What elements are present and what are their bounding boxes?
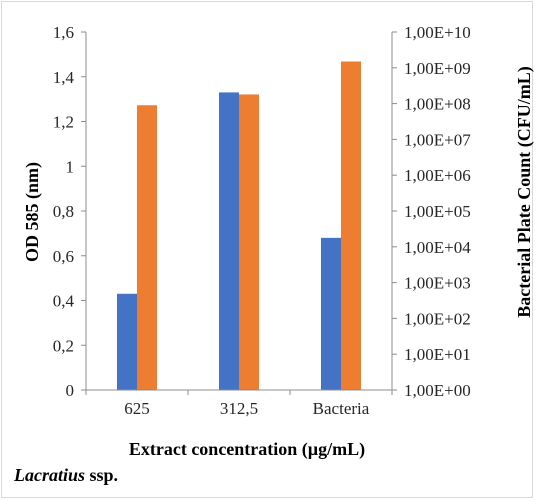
y-axis-title: OD 585 (nm) <box>22 162 43 262</box>
x-axis-title: Extract concentration (µg/mL) <box>129 439 365 460</box>
axes-group <box>81 31 397 395</box>
y-tick-label: 0,6 <box>53 247 74 266</box>
caption-rest: ssp. <box>85 465 119 485</box>
y2-tick-label: 1,00E+02 <box>404 309 471 328</box>
y2-tick-label: 1,00E+01 <box>404 345 471 364</box>
bar-od-2 <box>321 237 341 390</box>
y-tick-label: 1,6 <box>53 23 74 42</box>
y2-tick-label: 1,00E+08 <box>404 95 471 114</box>
bar-cfu-2 <box>341 61 361 390</box>
y-tick-label: 0,4 <box>53 292 75 311</box>
y2-tick-label: 1,00E+03 <box>404 274 471 293</box>
x-tick-label: Bacteria <box>313 399 370 418</box>
y2-tick-label: 1,00E+06 <box>404 166 471 185</box>
y2-tick-label: 1,00E+05 <box>404 202 471 221</box>
bar-cfu-1 <box>239 94 259 390</box>
y-tick-label: 0,8 <box>53 202 74 221</box>
y-tick-label: 1,2 <box>53 113 74 132</box>
bar-od-0 <box>117 293 137 390</box>
y-tick-label: 0,2 <box>53 336 74 355</box>
y-tick-label: 0 <box>66 381 75 400</box>
caption-genus: Lacratius <box>14 465 86 485</box>
y2-tick-label: 1,00E+07 <box>404 130 471 149</box>
tick-labels-group: 0 0,2 0,4 0,6 0,8 1 1,2 1,4 1,6 1,00E+00 1,00E+01 1… <box>53 23 471 418</box>
y2-tick-label: 1,00E+10 <box>404 23 471 42</box>
y2-tick-label: 1,00E+00 <box>404 381 471 400</box>
y-tick-label: 1,4 <box>53 68 75 87</box>
caption: Lacratius ssp. <box>14 465 118 486</box>
y2-tick-label: 1,00E+04 <box>404 238 471 257</box>
y2-tick-label: 1,00E+09 <box>404 59 471 78</box>
bars-group <box>117 61 361 390</box>
x-tick-label: 625 <box>124 399 150 418</box>
bar-cfu-0 <box>137 105 157 390</box>
y2-axis-title: Bacterial Plate Count (CFU/mL) <box>514 66 535 317</box>
y-tick-label: 1 <box>66 157 75 176</box>
x-tick-label: 312,5 <box>220 399 258 418</box>
bar-od-1 <box>219 92 239 390</box>
